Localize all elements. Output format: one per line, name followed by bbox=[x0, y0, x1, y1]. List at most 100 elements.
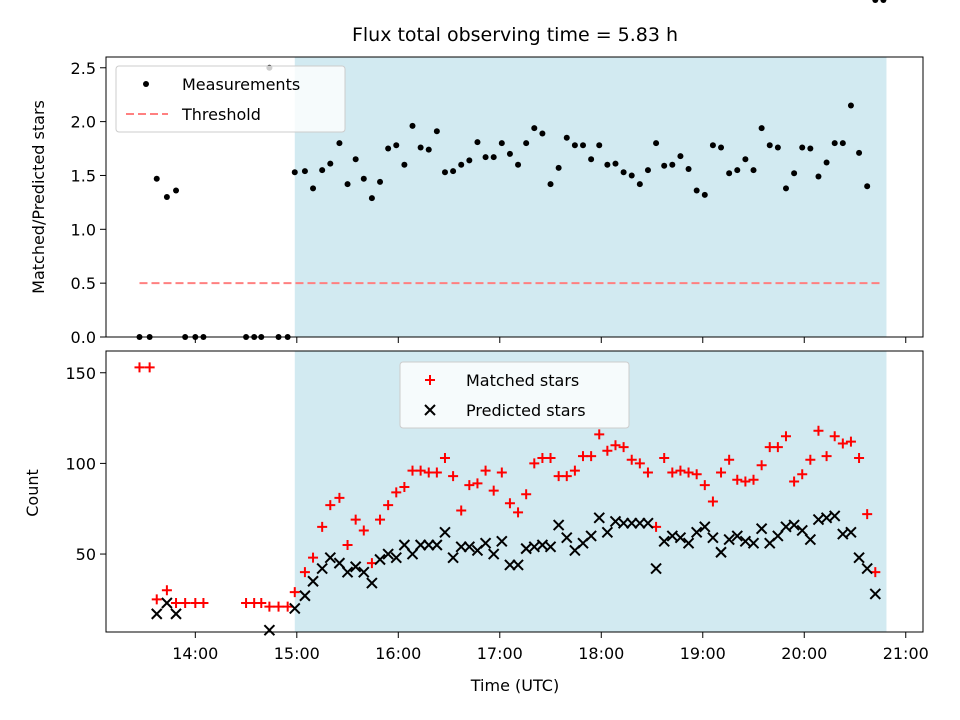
legend-box bbox=[115, 65, 346, 133]
y-tick-label: 2.0 bbox=[71, 113, 96, 132]
predicted-star-point bbox=[755, 522, 768, 535]
matched-star-point bbox=[431, 467, 442, 478]
predicted-star-point bbox=[845, 526, 857, 538]
predicted-star-point bbox=[723, 533, 735, 546]
measurement-point bbox=[450, 168, 457, 175]
matched-star-point bbox=[439, 452, 450, 463]
plot-frame bbox=[105, 56, 924, 338]
predicted-star-point bbox=[341, 566, 354, 578]
measurement-point bbox=[352, 156, 359, 163]
measurement-point bbox=[718, 144, 725, 151]
measurement-point bbox=[628, 172, 635, 179]
measurement-point bbox=[742, 156, 749, 163]
matched-star-point bbox=[299, 567, 310, 578]
measurement-point bbox=[661, 162, 668, 169]
matched-star-point bbox=[561, 471, 572, 482]
measurement-point bbox=[409, 122, 416, 129]
measurement-point bbox=[726, 170, 733, 177]
predicted-star-point bbox=[853, 551, 865, 564]
x-tick-label: 21:00 bbox=[883, 644, 929, 663]
predicted-star-point bbox=[544, 541, 557, 553]
y-tick-label: 2.5 bbox=[71, 59, 96, 78]
measurement-point bbox=[539, 130, 546, 137]
predicted-star-point bbox=[772, 530, 784, 542]
measurement-point bbox=[490, 154, 497, 161]
matched-star-point bbox=[180, 597, 191, 608]
predicted-star-point bbox=[374, 553, 386, 566]
predicted-star-point bbox=[307, 575, 319, 587]
matched-star-point bbox=[789, 476, 800, 487]
measurement-point bbox=[734, 167, 741, 174]
matched-star-point bbox=[399, 481, 410, 492]
matched-star-point bbox=[480, 465, 491, 476]
measurement-point bbox=[596, 142, 603, 149]
predicted-star-point bbox=[642, 517, 654, 529]
predicted-star-point bbox=[406, 548, 419, 560]
measurement-point bbox=[301, 168, 308, 175]
x-tick-label: 16:00 bbox=[375, 644, 421, 663]
measurement-point bbox=[385, 145, 392, 152]
measurement-point bbox=[417, 144, 424, 151]
matched-star-point bbox=[724, 454, 735, 465]
predicted-star-point bbox=[455, 541, 467, 553]
measurement-point bbox=[466, 157, 473, 164]
predicted-star-point bbox=[170, 608, 182, 620]
matched-star-point bbox=[282, 601, 293, 612]
measurement-point bbox=[604, 161, 611, 168]
measurement-point bbox=[498, 140, 505, 147]
measurement-point bbox=[693, 187, 700, 194]
measurement-point bbox=[368, 195, 375, 202]
predicted-star-point bbox=[650, 562, 662, 575]
predicted-star-point bbox=[585, 530, 597, 542]
measurement-point bbox=[319, 167, 326, 174]
predicted-star-point bbox=[617, 517, 630, 529]
predicted-star-point bbox=[263, 624, 276, 636]
measurement-point bbox=[620, 169, 627, 176]
measurement-point bbox=[677, 153, 684, 160]
measurement-point bbox=[441, 169, 448, 176]
matched-star-point bbox=[594, 429, 605, 440]
legend-measurements-swatch bbox=[143, 81, 149, 87]
measurement-point bbox=[482, 154, 489, 161]
measurement-point bbox=[425, 146, 432, 153]
predicted-star-point bbox=[828, 510, 841, 522]
matched-star-point bbox=[325, 500, 336, 511]
y-tick-label: 0.0 bbox=[71, 328, 96, 347]
predicted-star-point bbox=[747, 537, 760, 549]
matched-star-point bbox=[716, 467, 727, 478]
matched-star-point bbox=[513, 507, 524, 518]
matched-star-point bbox=[845, 436, 856, 447]
matched-star-point bbox=[854, 452, 865, 463]
predicted-star-point bbox=[151, 608, 163, 620]
matched-star-point bbox=[610, 440, 621, 451]
predicted-star-point bbox=[561, 532, 573, 544]
measurement-point bbox=[847, 102, 854, 109]
matched-star-point bbox=[171, 597, 182, 608]
y-tick-label: 1.5 bbox=[71, 166, 96, 185]
measurement-point bbox=[799, 144, 806, 151]
legend-matched-swatch bbox=[425, 375, 435, 385]
matched-star-point bbox=[618, 442, 629, 453]
legend-label: Predicted stars bbox=[466, 401, 586, 420]
matched-star-point bbox=[144, 362, 155, 373]
top-y-axis-label: Matched/Predicted stars bbox=[29, 100, 48, 294]
predicted-star-point bbox=[699, 521, 711, 533]
matched-star-point bbox=[273, 601, 284, 612]
predicted-star-point bbox=[552, 519, 565, 531]
matched-star-point bbox=[198, 597, 209, 608]
predicted-star-point bbox=[463, 541, 476, 553]
y-tick-label: 50 bbox=[76, 545, 96, 564]
x-tick-label: 17:00 bbox=[477, 644, 523, 663]
predicted-star-point bbox=[796, 524, 808, 537]
matched-star-point bbox=[797, 469, 808, 480]
matched-star-point bbox=[691, 469, 702, 480]
matched-star-point bbox=[748, 474, 759, 485]
matched-star-point bbox=[675, 465, 686, 476]
matched-star-point bbox=[342, 539, 353, 550]
matched-star-point bbox=[732, 474, 743, 485]
predicted-star-point bbox=[161, 597, 173, 609]
matched-star-point bbox=[683, 467, 694, 478]
predicted-star-point bbox=[390, 551, 402, 564]
x-axis-label: Time (UTC) bbox=[470, 676, 559, 695]
